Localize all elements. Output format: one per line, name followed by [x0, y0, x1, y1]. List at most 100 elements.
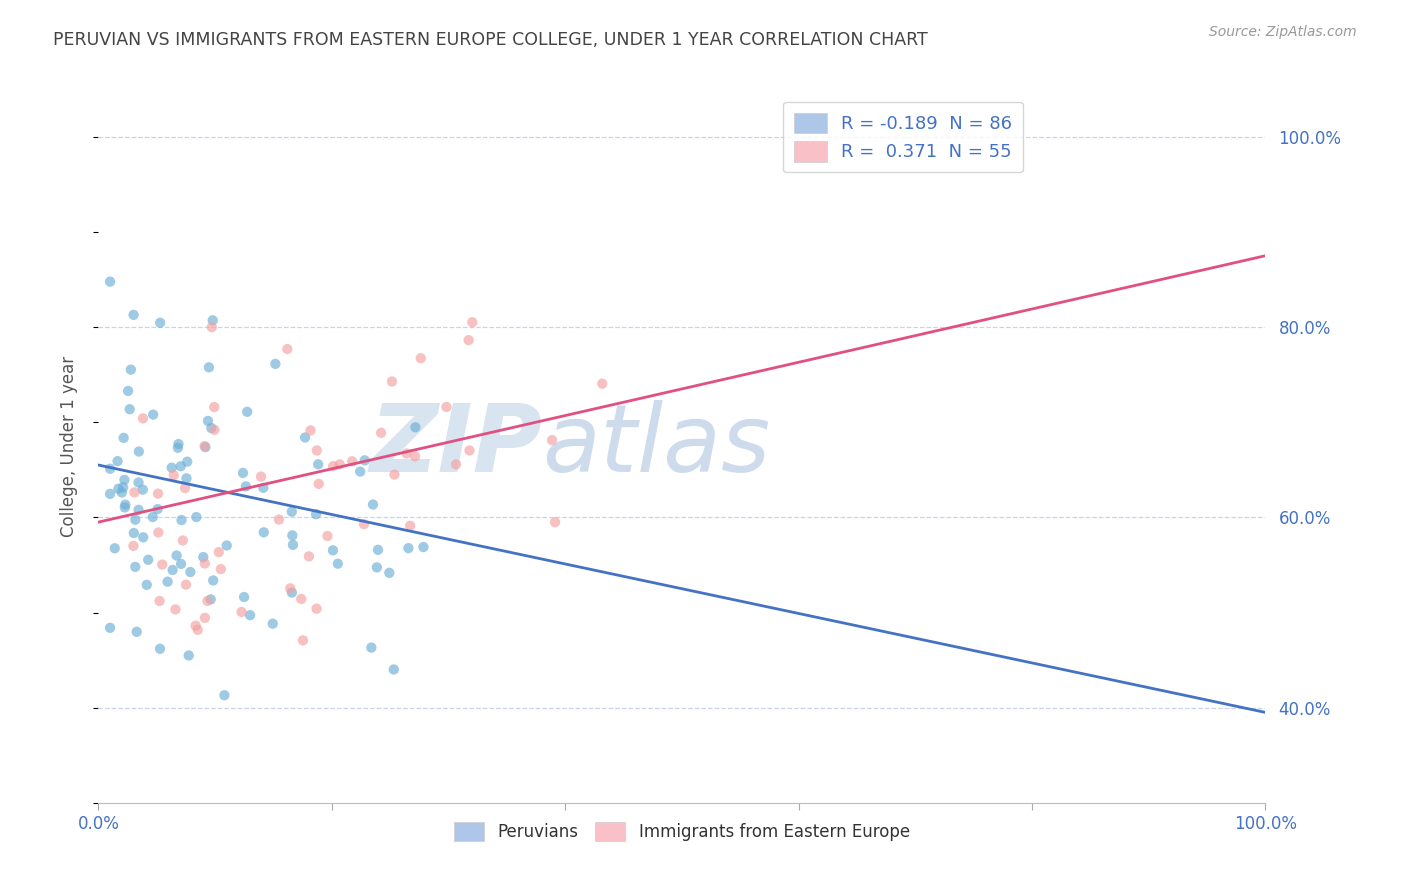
Point	[124, 485, 146, 500]
Point	[132, 530, 155, 544]
Point	[366, 560, 388, 574]
Point	[267, 512, 290, 526]
Point	[174, 481, 197, 495]
Point	[174, 577, 197, 591]
Point	[162, 563, 184, 577]
Point	[194, 439, 217, 453]
Point	[322, 459, 344, 474]
Point	[444, 458, 467, 472]
Point	[186, 510, 208, 524]
Point	[176, 471, 198, 485]
Point	[250, 469, 273, 483]
Point	[136, 553, 159, 567]
Point	[201, 320, 224, 334]
Point	[276, 342, 298, 356]
Point	[179, 565, 201, 579]
Point	[184, 618, 207, 632]
Point	[118, 402, 141, 417]
Point	[202, 400, 225, 414]
Point	[316, 529, 339, 543]
Point	[378, 566, 401, 580]
Point	[170, 557, 193, 571]
Point	[149, 641, 172, 656]
Point	[305, 443, 328, 458]
Point	[299, 424, 322, 438]
Point	[541, 433, 564, 447]
Point	[381, 375, 404, 389]
Point	[117, 384, 139, 398]
Point	[353, 453, 375, 467]
Point	[177, 648, 200, 663]
Point	[307, 458, 329, 472]
Point	[215, 539, 238, 553]
Point	[167, 441, 190, 455]
Point	[235, 479, 257, 493]
Point	[384, 467, 406, 482]
Point	[163, 468, 186, 483]
Point	[382, 663, 405, 677]
Point	[436, 400, 458, 414]
Point	[148, 594, 170, 608]
Point	[128, 444, 150, 458]
Point	[142, 510, 165, 524]
Point	[349, 465, 371, 479]
Point	[308, 476, 330, 491]
Point	[209, 562, 232, 576]
Point	[128, 475, 150, 490]
Point	[111, 485, 134, 500]
Point	[197, 414, 219, 428]
Point	[395, 446, 418, 460]
Point	[208, 545, 231, 559]
Point	[412, 540, 434, 554]
Point	[165, 602, 187, 616]
Point	[461, 315, 484, 329]
Point	[120, 362, 142, 376]
Point	[232, 466, 254, 480]
Point	[160, 460, 183, 475]
Text: Source: ZipAtlas.com: Source: ZipAtlas.com	[1209, 25, 1357, 39]
Point	[142, 408, 165, 422]
Point	[236, 405, 259, 419]
Y-axis label: College, Under 1 year: College, Under 1 year	[59, 355, 77, 537]
Point	[353, 517, 375, 532]
Point	[122, 526, 145, 541]
Point	[305, 601, 328, 615]
Point	[148, 525, 170, 540]
Point	[457, 333, 479, 347]
Point	[132, 411, 155, 425]
Point	[132, 483, 155, 497]
Point	[399, 518, 422, 533]
Point	[122, 539, 145, 553]
Point	[278, 582, 301, 596]
Point	[253, 525, 276, 540]
Point	[281, 528, 304, 542]
Point	[114, 500, 136, 515]
Point	[107, 482, 129, 496]
Point	[124, 559, 146, 574]
Point	[290, 591, 312, 606]
Point	[305, 507, 328, 521]
Point	[128, 503, 150, 517]
Point	[176, 455, 198, 469]
Point	[125, 624, 148, 639]
Point	[239, 608, 262, 623]
Point	[200, 421, 222, 435]
Point	[591, 376, 613, 391]
Point	[122, 308, 145, 322]
Point	[409, 351, 432, 366]
Point	[114, 498, 136, 512]
Text: ZIP: ZIP	[368, 400, 541, 492]
Point	[167, 437, 190, 451]
Point	[146, 502, 169, 516]
Point	[360, 640, 382, 655]
Point	[98, 621, 121, 635]
Point	[404, 450, 426, 464]
Point	[112, 473, 135, 487]
Point	[281, 505, 304, 519]
Point	[172, 533, 194, 548]
Point	[198, 360, 221, 375]
Point	[194, 440, 217, 454]
Point	[197, 594, 219, 608]
Point	[396, 541, 419, 556]
Point	[200, 592, 222, 607]
